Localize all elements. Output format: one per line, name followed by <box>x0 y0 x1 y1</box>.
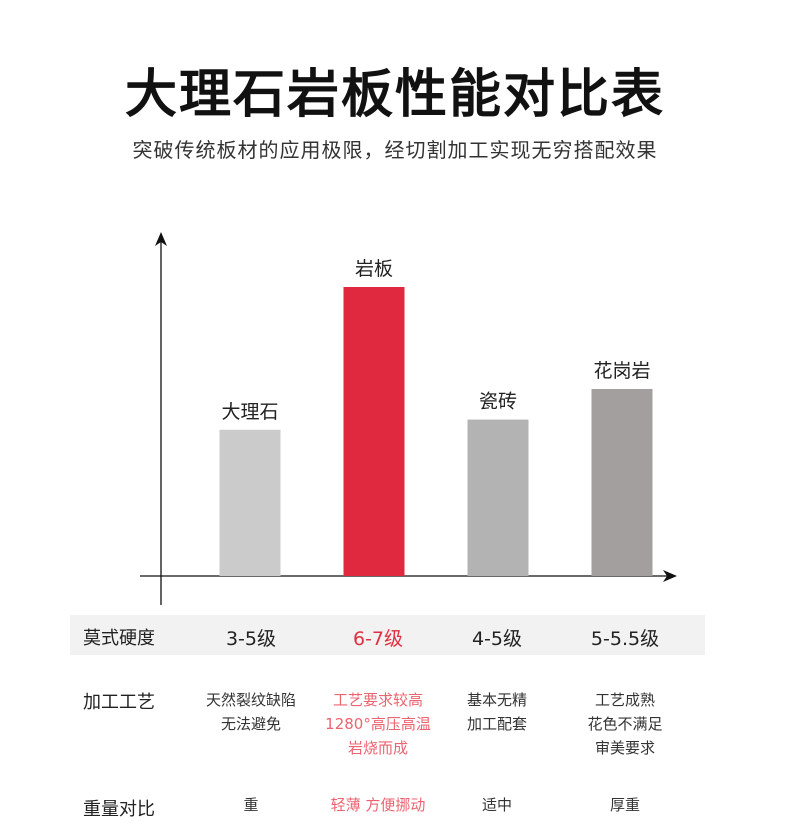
hardness-slab: 6-7级 <box>352 628 404 650</box>
process-line: 花色不满足 <box>587 715 663 733</box>
bar-2 <box>467 419 529 576</box>
process-line: 加工配套 <box>466 715 527 733</box>
hardness-granite: 5-5.5级 <box>590 628 660 650</box>
page-subtitle: 突破传统板材的应用极限，经切割加工实现无穷搭配效果 <box>132 138 658 162</box>
row-label-process: 加工工艺 <box>83 692 155 713</box>
process-line: 1280°高压高温 <box>325 715 431 733</box>
process-line: 工艺要求较高 <box>332 691 423 709</box>
hardness-row-background <box>70 615 705 655</box>
row-label-hardness: 莫式硬度 <box>83 628 155 649</box>
process-granite: 工艺成熟 花色不满足 审美要求 <box>550 688 700 760</box>
y-axis-arrow-icon <box>155 232 167 246</box>
hardness-marble: 3-5级 <box>225 628 277 650</box>
bar-0 <box>219 429 281 576</box>
bar-label-3: 花岗岩 <box>593 360 650 382</box>
hardness-tile: 4-5级 <box>471 628 523 650</box>
process-line: 审美要求 <box>594 739 655 757</box>
page-title: 大理石岩板性能对比表 <box>124 65 665 125</box>
process-line: 岩烧而成 <box>347 739 408 757</box>
weight-slab: 轻薄 方便挪动 <box>330 796 426 814</box>
process-marble: 天然裂纹缺陷 无法避免 <box>176 688 326 736</box>
row-label-weight: 重量对比 <box>83 799 155 820</box>
process-line: 无法避免 <box>220 715 281 733</box>
bar-3 <box>591 389 653 576</box>
bar-1 <box>343 287 405 576</box>
bar-label-0: 大理石 <box>221 401 278 423</box>
process-line: 基本无精 <box>466 691 527 709</box>
weight-tile: 适中 <box>481 796 512 814</box>
weight-granite: 厚重 <box>609 796 640 814</box>
process-line: 天然裂纹缺陷 <box>205 691 296 709</box>
process-tile: 基本无精 加工配套 <box>422 688 572 736</box>
x-axis-arrow-icon <box>663 570 677 582</box>
weight-marble: 重 <box>243 796 259 814</box>
bar-label-2: 瓷砖 <box>479 391 517 413</box>
bar-label-1: 岩板 <box>355 258 393 280</box>
process-line: 工艺成熟 <box>594 691 655 709</box>
process-slab: 工艺要求较高 1280°高压高温 岩烧而成 <box>303 688 453 760</box>
